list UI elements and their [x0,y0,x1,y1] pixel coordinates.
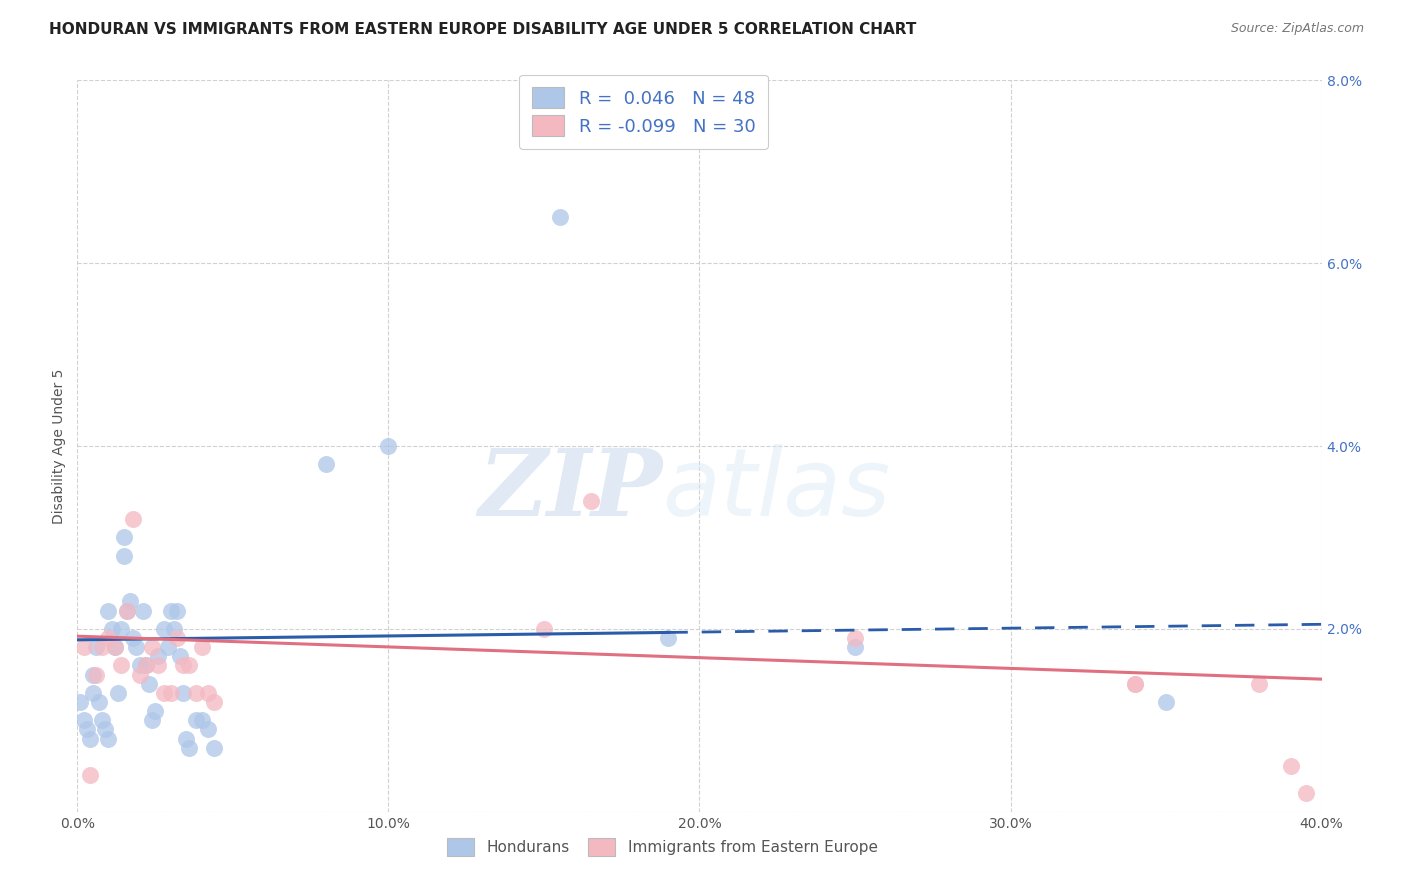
Point [128,667,150,681]
Point [104,640,127,655]
Point [533,622,555,636]
Point [377,439,399,453]
Point [179,658,201,673]
Point [112,549,135,563]
Point [72,640,94,655]
Point [191,640,214,655]
Point [112,530,135,544]
Point [163,622,186,636]
Point [166,603,188,617]
Point [197,723,219,737]
Point [107,686,129,700]
Point [110,622,132,636]
Point [104,640,127,655]
Point [148,649,170,664]
Point [191,714,214,728]
Point [97,631,120,645]
Point [166,631,188,645]
Point [159,686,181,700]
Point [1123,676,1146,690]
Point [91,640,114,655]
Point [94,723,117,737]
Point [110,658,132,673]
Point [120,594,142,608]
Point [131,603,153,617]
Point [82,686,104,700]
Point [579,493,602,508]
Point [844,631,866,645]
Point [153,622,176,636]
Point [138,676,160,690]
Point [135,658,157,673]
Point [172,658,194,673]
Point [141,640,163,655]
Legend: Hondurans, Immigrants from Eastern Europe: Hondurans, Immigrants from Eastern Europ… [436,827,889,866]
Point [100,622,122,636]
Text: atlas: atlas [662,444,890,535]
Point [148,658,170,673]
Point [174,731,197,746]
Y-axis label: Disability Age Under 5: Disability Age Under 5 [52,368,66,524]
Point [84,640,107,655]
Point [79,768,101,782]
Point [1295,787,1317,801]
Point [202,695,225,709]
Point [82,667,104,681]
Point [657,631,679,645]
Point [548,211,571,225]
Point [115,603,138,617]
Point [169,649,191,664]
Text: Source: ZipAtlas.com: Source: ZipAtlas.com [1230,22,1364,36]
Point [125,640,148,655]
Point [76,723,98,737]
Point [197,686,219,700]
Point [844,640,866,655]
Point [1123,676,1146,690]
Point [72,714,94,728]
Point [128,658,150,673]
Point [156,640,179,655]
Point [97,731,120,746]
Point [122,512,145,526]
Text: HONDURAN VS IMMIGRANTS FROM EASTERN EUROPE DISABILITY AGE UNDER 5 CORRELATION CH: HONDURAN VS IMMIGRANTS FROM EASTERN EURO… [49,22,917,37]
Point [1154,695,1177,709]
Point [91,714,114,728]
Point [184,714,207,728]
Point [79,731,101,746]
Point [179,740,201,755]
Point [1279,759,1302,773]
Point [153,686,176,700]
Point [141,714,163,728]
Point [159,603,181,617]
Point [184,686,207,700]
Point [143,704,166,718]
Point [315,458,337,472]
Point [135,658,157,673]
Point [122,631,145,645]
Point [202,740,225,755]
Point [87,695,110,709]
Point [115,603,138,617]
Point [172,686,194,700]
Point [69,695,91,709]
Point [97,603,120,617]
Text: ZIP: ZIP [478,445,662,535]
Point [84,667,107,681]
Point [1249,676,1271,690]
